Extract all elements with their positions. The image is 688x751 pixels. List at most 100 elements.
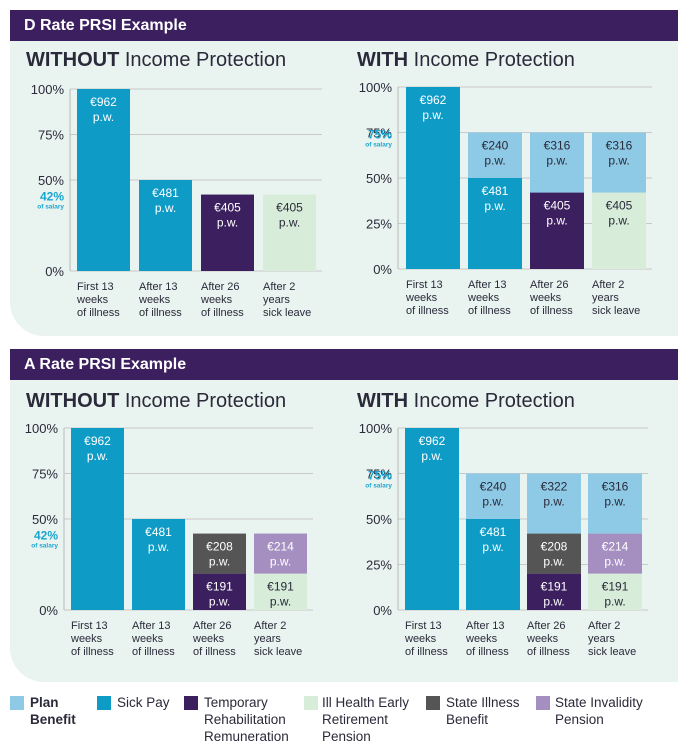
x-category-label: years <box>263 294 290 306</box>
data-label: €481 <box>482 184 509 198</box>
x-category-label: of illness <box>193 646 236 658</box>
x-category-label: weeks <box>405 292 438 304</box>
x-category-label: weeks <box>138 294 171 306</box>
chart-title-bold: WITHOUT <box>26 49 120 71</box>
chart-title: WITH Income Protection <box>357 49 575 72</box>
data-label-unit: p.w. <box>148 540 169 554</box>
y-tick-label: 100% <box>25 421 59 436</box>
bar-segment-temporary-rehabilitation-remuneration <box>527 573 581 610</box>
highlight-caption: of salary <box>365 483 392 490</box>
data-label: €481 <box>480 525 507 539</box>
chart-title-bold: WITH <box>357 390 409 412</box>
x-category-label: sick leave <box>263 307 311 319</box>
bar-segment-ill-health-early-retirement-pension <box>263 194 316 271</box>
data-label: €208 <box>206 540 233 554</box>
bar-segment-temporary-rehabilitation-remuneration <box>193 573 246 610</box>
chart-title: WITHOUT Income Protection <box>26 390 286 413</box>
chart-title-bold: WITHOUT <box>26 390 120 412</box>
data-label: €191 <box>267 580 294 594</box>
x-category-label: After 26 <box>527 620 566 632</box>
y-tick-label: 100% <box>31 82 65 97</box>
data-label-unit: p.w. <box>484 154 505 168</box>
legend-swatch-state-illness-benefit <box>426 696 440 710</box>
x-category-label: sick leave <box>592 305 640 317</box>
data-label-unit: p.w. <box>482 540 503 554</box>
y-tick-label: 0% <box>39 603 58 618</box>
x-category-label: First 13 <box>77 281 114 293</box>
data-label: €405 <box>606 199 633 213</box>
data-label-unit: p.w. <box>484 199 505 213</box>
data-label: €481 <box>152 186 179 200</box>
data-label: €316 <box>602 480 629 494</box>
bar-segment-sick-pay <box>405 428 459 610</box>
y-tick-label: 75% <box>32 467 58 482</box>
bar-segment-temporary-rehabilitation-remuneration <box>530 192 584 269</box>
x-category-label: weeks <box>200 294 233 306</box>
x-category-label: sick leave <box>588 646 636 658</box>
legend-label-sick-pay: Sick Pay <box>117 695 170 710</box>
bar-segment-sick-pay <box>77 89 130 271</box>
x-category-label: years <box>588 633 615 645</box>
y-tick-label: 75% <box>366 467 392 482</box>
highlight-caption: of salary <box>37 204 64 211</box>
highlight-percent: 42% <box>40 190 64 204</box>
bar-segment-sick-pay <box>468 178 522 269</box>
legend-swatch-sick-pay <box>97 696 111 710</box>
chart-title-rest: Income Protection <box>408 49 575 71</box>
x-category-label: After 2 <box>592 279 624 291</box>
chart-title: WITHOUT Income Protection <box>26 49 286 72</box>
bar-segment-plan-benefit <box>592 132 646 193</box>
data-label: €214 <box>267 540 294 554</box>
bar-segment-state-invalidity-pension <box>588 533 642 574</box>
bar-segment-plan-benefit <box>468 132 522 178</box>
bar-segment-state-invalidity-pension <box>254 533 307 574</box>
legend: Plan Benefit Sick Pay Temporary Rehabili… <box>0 690 688 751</box>
bar-segment-sick-pay <box>406 87 460 269</box>
data-label-unit: p.w. <box>270 555 291 569</box>
bar-segment-plan-benefit <box>588 473 642 534</box>
x-category-label: After 2 <box>263 281 295 293</box>
y-tick-label: 50% <box>32 512 58 527</box>
data-label-unit: p.w. <box>87 449 108 463</box>
x-category-label: weeks <box>76 294 109 306</box>
chart-title-rest: Income Protection <box>119 49 287 71</box>
x-category-label: First 13 <box>405 620 442 632</box>
bar-segment-state-illness-benefit <box>527 533 581 574</box>
legend-swatch-plan-benefit <box>10 696 24 710</box>
data-label: €322 <box>541 480 568 494</box>
x-category-label: sick leave <box>254 646 302 658</box>
bar-segment-sick-pay <box>139 180 192 271</box>
y-tick-label: 75% <box>38 128 64 143</box>
legend-label-state-illness-benefit: State Illness Benefit <box>446 695 520 727</box>
data-label: €240 <box>480 480 507 494</box>
section-header: A Rate PRSI Example <box>10 349 678 380</box>
data-label-unit: p.w. <box>608 214 629 228</box>
x-category-label: After 26 <box>530 279 569 291</box>
legend-label-ill-health-pension: Ill Health Early Retirement Pension <box>322 695 410 744</box>
data-label-unit: p.w. <box>604 495 625 509</box>
y-tick-label: 25% <box>366 217 392 232</box>
data-label-unit: p.w. <box>546 214 567 228</box>
x-category-label: of illness <box>406 305 449 317</box>
data-label: €405 <box>544 199 571 213</box>
y-tick-label: 75% <box>366 126 392 141</box>
x-category-label: weeks <box>70 633 103 645</box>
x-category-label: After 2 <box>254 620 286 632</box>
x-category-label: After 13 <box>132 620 171 632</box>
bar-segment-state-illness-benefit <box>193 533 246 574</box>
data-label: €962 <box>84 434 111 448</box>
bar-segment-ill-health-early-retirement-pension <box>254 573 307 610</box>
data-label-unit: p.w. <box>604 555 625 569</box>
legend-swatch-state-invalidity-pension <box>536 696 550 710</box>
legend-swatch-ill-health-pension <box>304 696 318 710</box>
x-category-label: First 13 <box>406 279 443 291</box>
x-category-label: After 13 <box>139 281 178 293</box>
data-label-unit: p.w. <box>93 110 114 124</box>
section-header: D Rate PRSI Example <box>10 10 678 41</box>
x-category-label: weeks <box>404 633 437 645</box>
x-category-label: of illness <box>527 646 570 658</box>
x-category-label: of illness <box>77 307 120 319</box>
x-category-label: of illness <box>405 646 448 658</box>
y-tick-label: 0% <box>373 262 392 277</box>
